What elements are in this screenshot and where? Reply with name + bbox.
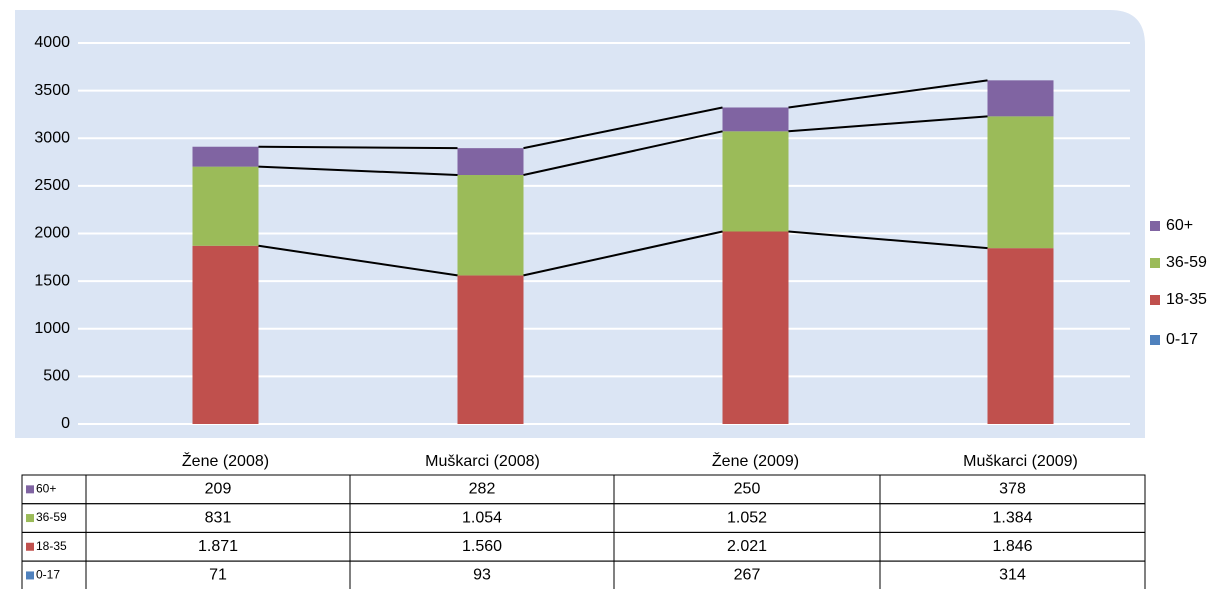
table-cell: 250 [734, 481, 761, 498]
plot-background [15, 10, 1145, 438]
y-tick-label: 2000 [34, 225, 70, 242]
x-tick-label: Muškarci (2008) [425, 453, 540, 470]
bar-segment [722, 131, 789, 232]
table-cell: 1.384 [992, 509, 1032, 526]
y-tick-label: 1500 [34, 272, 70, 289]
table-cell: 314 [999, 567, 1026, 584]
table-cell: 831 [205, 509, 232, 526]
table-cell: 1.054 [462, 509, 502, 526]
table-cell: 1.871 [198, 538, 238, 555]
bar-segment [722, 231, 789, 424]
table-cell: 2.021 [727, 538, 767, 555]
table-cell: 1.846 [992, 538, 1032, 555]
series-line [788, 115, 988, 133]
series-line [258, 244, 458, 277]
bar-segment [457, 275, 524, 424]
y-tick-label: 4000 [34, 34, 70, 51]
legend-label: 18-35 [1166, 291, 1207, 308]
legend-label: 60+ [1166, 217, 1193, 234]
legend-label: 0-17 [1166, 331, 1198, 348]
x-tick-label: Žene (2008) [182, 451, 269, 470]
legend-swatch [1150, 335, 1160, 345]
bar-segment [987, 80, 1054, 117]
bar-segment [722, 107, 789, 132]
table-swatch [26, 485, 34, 494]
bar-segment [987, 248, 1054, 424]
bar-segment [192, 166, 259, 246]
series-line [258, 165, 458, 177]
legend-swatch [1150, 258, 1160, 268]
table-row [21, 531, 1146, 562]
y-tick-label: 500 [43, 368, 70, 385]
table-row [21, 503, 1146, 533]
table-series-label: 0-17 [36, 568, 60, 582]
table-cell: 209 [205, 481, 232, 498]
table-cell: 1.560 [462, 538, 502, 555]
series-line [523, 130, 723, 176]
bar-segment [192, 146, 259, 167]
table-series-label: 36-59 [36, 510, 67, 524]
table-cell: 1.052 [727, 509, 767, 526]
table-cell: 378 [999, 481, 1026, 498]
table-cell: 93 [473, 567, 491, 584]
table-row [21, 474, 1146, 505]
legend-swatch [1150, 295, 1160, 305]
table-swatch [26, 514, 34, 523]
series-line [258, 145, 458, 150]
table-cell: 71 [209, 567, 227, 584]
y-tick-label: 3500 [34, 82, 70, 99]
bar-segment [192, 245, 259, 424]
series-line [788, 230, 988, 250]
table-cell: 282 [469, 481, 496, 498]
series-line [523, 106, 723, 150]
legend-label: 36-59 [1166, 254, 1207, 271]
bar-segment [457, 175, 524, 276]
bar-segment [457, 148, 524, 176]
y-tick-label: 2500 [34, 177, 70, 194]
x-tick-label: Muškarci (2009) [963, 453, 1078, 470]
series-line [788, 79, 988, 109]
table-cell: 267 [734, 567, 761, 584]
series-line [523, 230, 723, 277]
y-tick-label: 1000 [34, 320, 70, 337]
table-swatch [26, 571, 34, 580]
bar-segment [987, 116, 1054, 249]
table-swatch [26, 542, 34, 551]
table-series-label: 18-35 [36, 539, 67, 553]
table-series-label: 60+ [36, 482, 56, 496]
y-tick-label: 3000 [34, 129, 70, 146]
y-tick-label: 0 [61, 415, 70, 432]
legend-swatch [1150, 221, 1160, 231]
table-row [21, 560, 1146, 589]
x-tick-label: Žene (2009) [712, 451, 799, 470]
